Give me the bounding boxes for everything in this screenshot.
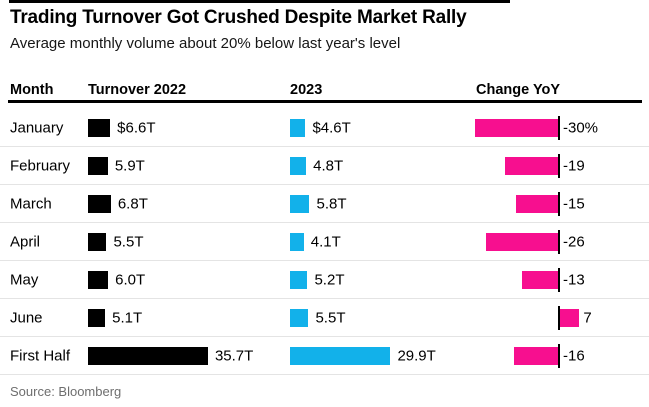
turnover-2023-bar bbox=[290, 271, 308, 289]
change-bar bbox=[521, 271, 558, 289]
turnover-2022-bar bbox=[88, 157, 108, 175]
change-value: 7 bbox=[583, 309, 592, 326]
turnover-2022-bar bbox=[88, 233, 107, 251]
table-rows: January $6.6T $4.6T -30% February 5.9T 4… bbox=[0, 109, 649, 375]
turnover-2022-bar bbox=[88, 119, 111, 137]
turnover-2023-value: $4.6T bbox=[312, 119, 351, 136]
chart-subtitle: Average monthly volume about 20% below l… bbox=[10, 35, 401, 52]
turnover-2022-bar bbox=[88, 195, 111, 213]
table-row: May 6.0T 5.2T -13 bbox=[0, 261, 649, 299]
change-value: -16 bbox=[563, 347, 585, 364]
change-value: -15 bbox=[563, 195, 585, 212]
turnover-2023-value: 5.8T bbox=[316, 195, 347, 212]
change-bar bbox=[485, 233, 558, 251]
turnover-2022-value: $6.6T bbox=[117, 119, 156, 136]
month-label: March bbox=[10, 195, 52, 212]
column-header-2023: 2023 bbox=[290, 82, 323, 98]
change-value: -13 bbox=[563, 271, 585, 288]
change-bar bbox=[560, 309, 580, 327]
table-row: March 6.8T 5.8T -15 bbox=[0, 185, 649, 223]
turnover-2022-value: 6.8T bbox=[117, 195, 148, 212]
column-header-change-yoy: Change YoY bbox=[476, 82, 561, 98]
turnover-2023-bar bbox=[290, 347, 391, 365]
turnover-2022-bar bbox=[88, 309, 106, 327]
change-value: -26 bbox=[563, 233, 585, 250]
month-label: June bbox=[10, 309, 43, 326]
top-rule bbox=[9, 0, 510, 3]
change-bar bbox=[505, 157, 558, 175]
change-value: -19 bbox=[563, 157, 585, 174]
turnover-2023-value: 4.8T bbox=[313, 157, 344, 174]
turnover-2023-value: 5.5T bbox=[315, 309, 346, 326]
turnover-2023-value: 29.9T bbox=[397, 347, 436, 364]
turnover-2022-value: 5.1T bbox=[112, 309, 143, 326]
change-bar bbox=[516, 195, 558, 213]
change-baseline bbox=[558, 154, 560, 178]
table-row: June 5.1T 5.5T 7 bbox=[0, 299, 649, 337]
table-row: January $6.6T $4.6T -30% bbox=[0, 109, 649, 147]
table-row: February 5.9T 4.8T -19 bbox=[0, 147, 649, 185]
turnover-2023-bar bbox=[290, 119, 306, 137]
month-label: January bbox=[10, 119, 64, 136]
chart-title: Trading Turnover Got Crushed Despite Mar… bbox=[10, 7, 467, 28]
month-label: April bbox=[10, 233, 41, 250]
change-baseline bbox=[558, 268, 560, 292]
turnover-2023-value: 4.1T bbox=[310, 233, 341, 250]
table-row: First Half 35.7T 29.9T -16 bbox=[0, 337, 649, 375]
change-baseline bbox=[558, 230, 560, 254]
turnover-2022-value: 5.5T bbox=[113, 233, 144, 250]
month-label: February bbox=[10, 157, 71, 174]
change-baseline bbox=[558, 344, 560, 368]
header-rule bbox=[8, 100, 642, 103]
turnover-2022-bar bbox=[88, 271, 109, 289]
turnover-2022-bar bbox=[88, 347, 208, 365]
turnover-2022-value: 35.7T bbox=[214, 347, 254, 364]
turnover-2022-value: 6.0T bbox=[115, 271, 146, 288]
turnover-2023-value: 5.2T bbox=[314, 271, 345, 288]
month-label: First Half bbox=[10, 347, 70, 364]
turnover-2023-bar bbox=[290, 157, 307, 175]
change-bar bbox=[474, 119, 558, 137]
change-value: -30% bbox=[563, 119, 599, 136]
change-baseline bbox=[558, 192, 560, 216]
column-header-turnover-2022: Turnover 2022 bbox=[88, 82, 187, 98]
turnover-2023-bar bbox=[290, 309, 309, 327]
turnover-2023-bar bbox=[290, 195, 310, 213]
source-note: Source: Bloomberg bbox=[10, 384, 122, 399]
change-bar bbox=[513, 347, 558, 365]
turnover-2023-bar bbox=[290, 233, 304, 251]
change-baseline bbox=[558, 306, 560, 330]
turnover-2022-value: 5.9T bbox=[114, 157, 145, 174]
change-baseline bbox=[558, 116, 560, 140]
table-row: April 5.5T 4.1T -26 bbox=[0, 223, 649, 261]
month-label: May bbox=[10, 271, 39, 288]
column-header-month: Month bbox=[10, 82, 54, 98]
